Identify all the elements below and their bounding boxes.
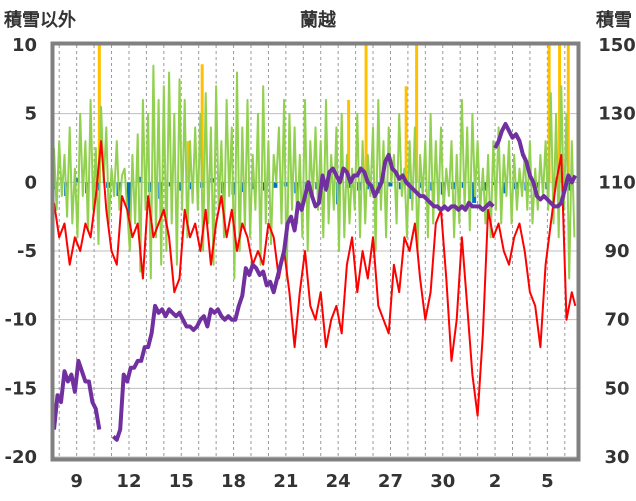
- x-tick-label: 15: [169, 471, 194, 492]
- x-tick-label: 12: [116, 471, 141, 492]
- x-tick-label: 30: [430, 471, 455, 492]
- right-tick-labels: 150 130 110 90 70 50 30: [598, 35, 636, 468]
- left-tick-label: -15: [4, 378, 37, 399]
- red-line: [53, 140, 577, 417]
- x-tick-label: 5: [541, 471, 554, 492]
- left-tick-label: 0: [24, 172, 37, 193]
- x-tick-label: 21: [273, 471, 298, 492]
- purple-line: [493, 122, 578, 209]
- series-layer: [52, 45, 578, 442]
- x-tick-labels: 9 12 15 18 21 24 27 30 2 5: [70, 471, 553, 492]
- green-line: [53, 64, 576, 280]
- right-tick-label: 30: [604, 447, 629, 468]
- blue-bar: [74, 178, 79, 183]
- right-tick-label: 150: [598, 35, 636, 56]
- x-tick-label: 9: [70, 471, 83, 492]
- right-axis-label: 積雪: [595, 9, 632, 31]
- blue-bar: [273, 182, 278, 188]
- right-tick-label: 90: [604, 241, 629, 262]
- x-tick-label: 18: [221, 471, 246, 492]
- right-tick-label: 110: [598, 172, 636, 193]
- purple-line: [111, 152, 495, 442]
- plot-frame: [50, 41, 581, 462]
- left-tick-label: -20: [4, 447, 37, 468]
- left-tick-label: -10: [4, 310, 37, 331]
- gridlines: [54, 44, 577, 458]
- right-tick-label: 130: [598, 104, 636, 125]
- purple-line: [52, 358, 102, 430]
- left-axis-label: 積雪以外: [3, 9, 76, 31]
- left-tick-labels: 10 5 0 -5 -10 -15 -20: [4, 35, 37, 468]
- left-tick-label: -5: [17, 241, 37, 262]
- chart-title: 蘭越: [300, 9, 337, 31]
- x-tick-label: 27: [378, 471, 403, 492]
- left-tick-label: 5: [24, 104, 37, 125]
- blue-bar: [388, 182, 393, 187]
- x-tick-label: 24: [326, 471, 351, 492]
- left-tick-label: 10: [12, 35, 37, 56]
- right-tick-label: 70: [604, 310, 629, 331]
- blue-bar: [126, 182, 131, 217]
- x-tick-label: 2: [489, 471, 502, 492]
- right-tick-label: 50: [604, 378, 629, 399]
